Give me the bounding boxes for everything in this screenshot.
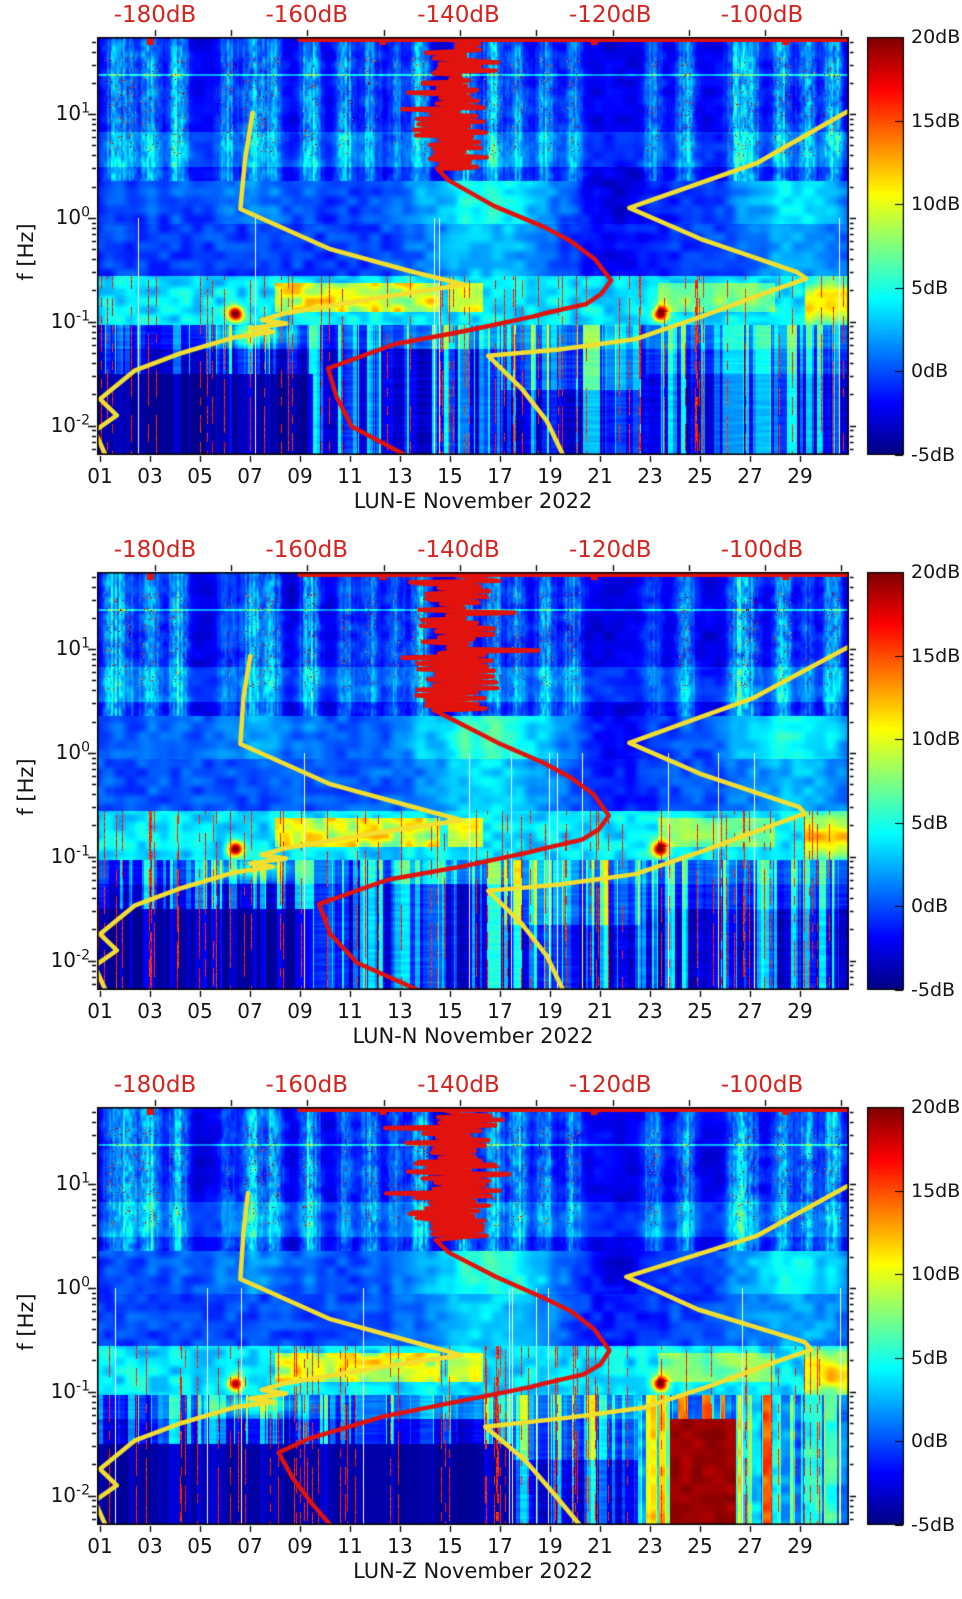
spectrogram-figure-canvas [0, 0, 962, 1599]
figure: -180dB -160dB -140dB -120dB -100dB 101 100 10-… [0, 0, 962, 1599]
